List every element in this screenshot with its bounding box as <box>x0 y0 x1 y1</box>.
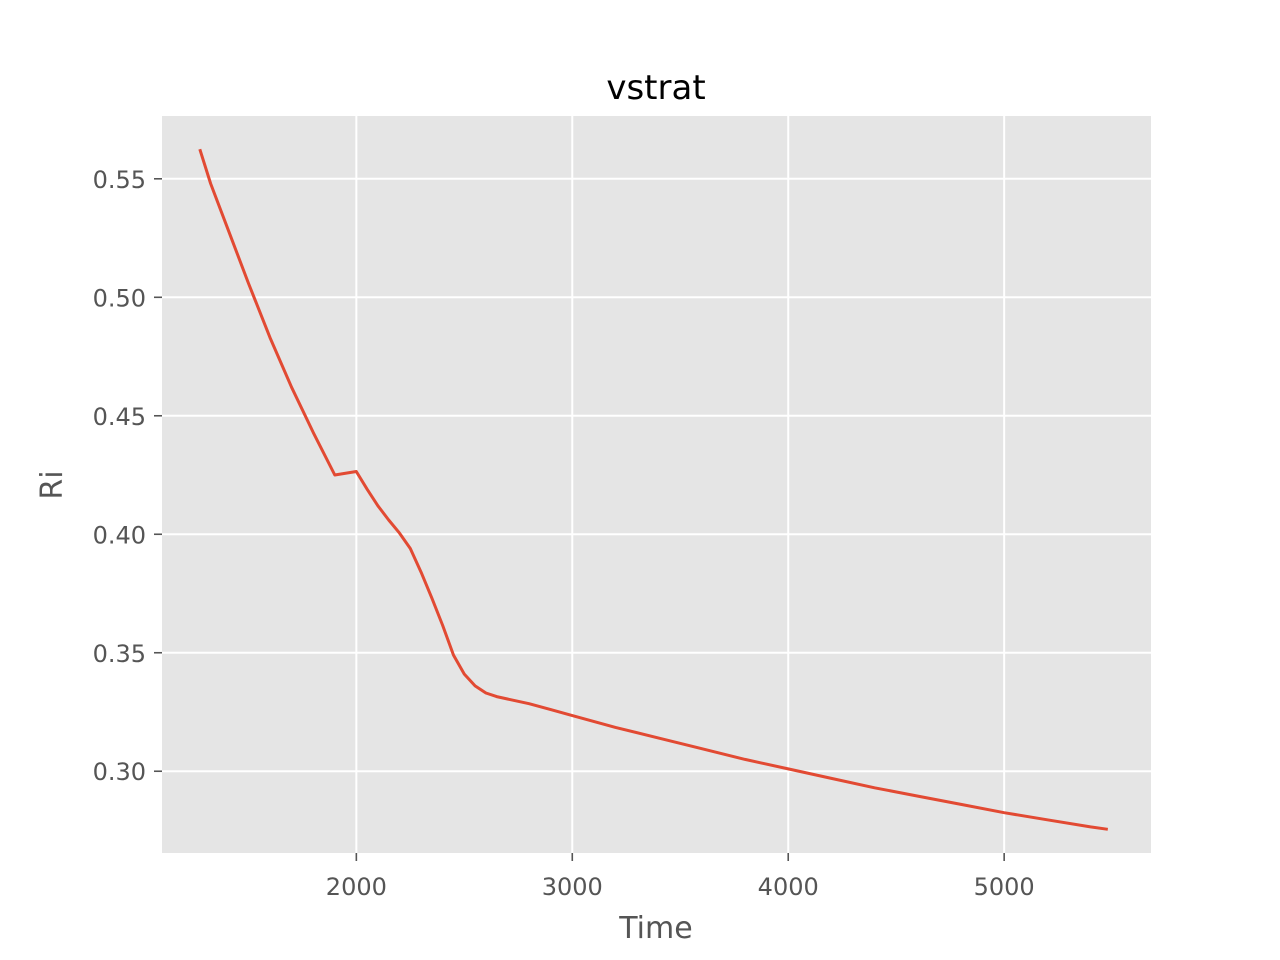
x-tick-label: 2000 <box>326 873 387 901</box>
y-tick-label: 0.35 <box>93 640 146 668</box>
x-tick-label: 3000 <box>542 873 603 901</box>
x-tick-label: 4000 <box>758 873 819 901</box>
y-axis-label: Ri <box>35 470 70 499</box>
y-tick-label: 0.40 <box>93 521 146 549</box>
y-tick-label: 0.30 <box>93 758 146 786</box>
series-layer <box>198 148 1109 831</box>
vertical-gridlines <box>355 116 1006 853</box>
y-tick-label: 0.55 <box>93 166 146 194</box>
plot-area <box>162 116 1151 853</box>
y-axis-ticks: 0.30 0.35 0.40 0.45 0.50 0.55 <box>93 166 162 786</box>
x-axis-label: Time <box>618 911 692 946</box>
horizontal-gridlines <box>162 177 1151 773</box>
chart-title: vstrat <box>606 68 705 108</box>
y-tick-label: 0.45 <box>93 403 146 431</box>
series-line <box>198 148 1109 831</box>
y-tick-label: 0.50 <box>93 284 146 312</box>
x-axis-ticks: 2000 3000 4000 5000 <box>326 853 1035 901</box>
x-tick-label: 5000 <box>974 873 1035 901</box>
